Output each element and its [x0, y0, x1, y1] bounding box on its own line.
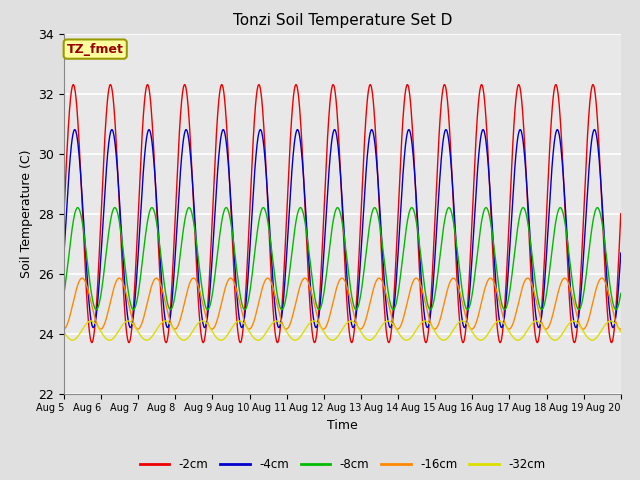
- -4cm: [535, 324, 543, 330]
- -32cm: [552, 337, 559, 343]
- Line: -32cm: -32cm: [64, 321, 621, 340]
- -2cm: [184, 105, 192, 110]
- -16cm: [579, 326, 587, 332]
- -8cm: [333, 205, 341, 211]
- -2cm: [502, 284, 509, 289]
- -4cm: [184, 131, 191, 137]
- -16cm: [561, 275, 568, 281]
- -8cm: [617, 290, 625, 296]
- -2cm: [246, 191, 254, 197]
- -8cm: [60, 290, 68, 296]
- -16cm: [246, 326, 254, 332]
- -16cm: [551, 304, 559, 310]
- -32cm: [429, 325, 436, 331]
- -2cm: [617, 211, 625, 216]
- -8cm: [552, 221, 559, 227]
- -4cm: [502, 304, 509, 310]
- -32cm: [532, 318, 540, 324]
- Line: -16cm: -16cm: [64, 278, 621, 329]
- -8cm: [246, 287, 254, 293]
- -32cm: [502, 323, 509, 329]
- -16cm: [60, 326, 68, 332]
- -4cm: [516, 127, 524, 132]
- Line: -8cm: -8cm: [64, 208, 621, 310]
- -32cm: [170, 327, 178, 333]
- -32cm: [514, 337, 522, 343]
- -2cm: [607, 340, 615, 346]
- -2cm: [60, 211, 68, 216]
- -16cm: [170, 326, 178, 332]
- -8cm: [184, 206, 191, 212]
- -8cm: [170, 297, 178, 302]
- -4cm: [170, 267, 178, 273]
- -4cm: [246, 242, 254, 248]
- -4cm: [552, 132, 559, 138]
- -16cm: [429, 325, 436, 331]
- -16cm: [502, 322, 509, 327]
- -8cm: [502, 305, 510, 311]
- X-axis label: Time: Time: [327, 419, 358, 432]
- -2cm: [429, 255, 437, 261]
- Line: -2cm: -2cm: [64, 84, 621, 343]
- Y-axis label: Soil Temperature (C): Soil Temperature (C): [20, 149, 33, 278]
- -16cm: [184, 286, 191, 292]
- Text: TZ_fmet: TZ_fmet: [67, 43, 124, 56]
- -8cm: [429, 300, 437, 305]
- Legend: -2cm, -4cm, -8cm, -16cm, -32cm: -2cm, -4cm, -8cm, -16cm, -32cm: [135, 454, 550, 476]
- -32cm: [617, 329, 625, 335]
- -32cm: [246, 330, 254, 336]
- -8cm: [315, 307, 323, 312]
- Line: -4cm: -4cm: [64, 130, 621, 327]
- -4cm: [429, 287, 436, 292]
- -2cm: [551, 83, 559, 89]
- -2cm: [171, 226, 179, 232]
- Title: Tonzi Soil Temperature Set D: Tonzi Soil Temperature Set D: [233, 13, 452, 28]
- -4cm: [617, 250, 625, 256]
- -32cm: [60, 329, 68, 335]
- -4cm: [60, 250, 68, 256]
- -2cm: [70, 82, 77, 87]
- -32cm: [184, 335, 191, 341]
- -16cm: [617, 326, 625, 332]
